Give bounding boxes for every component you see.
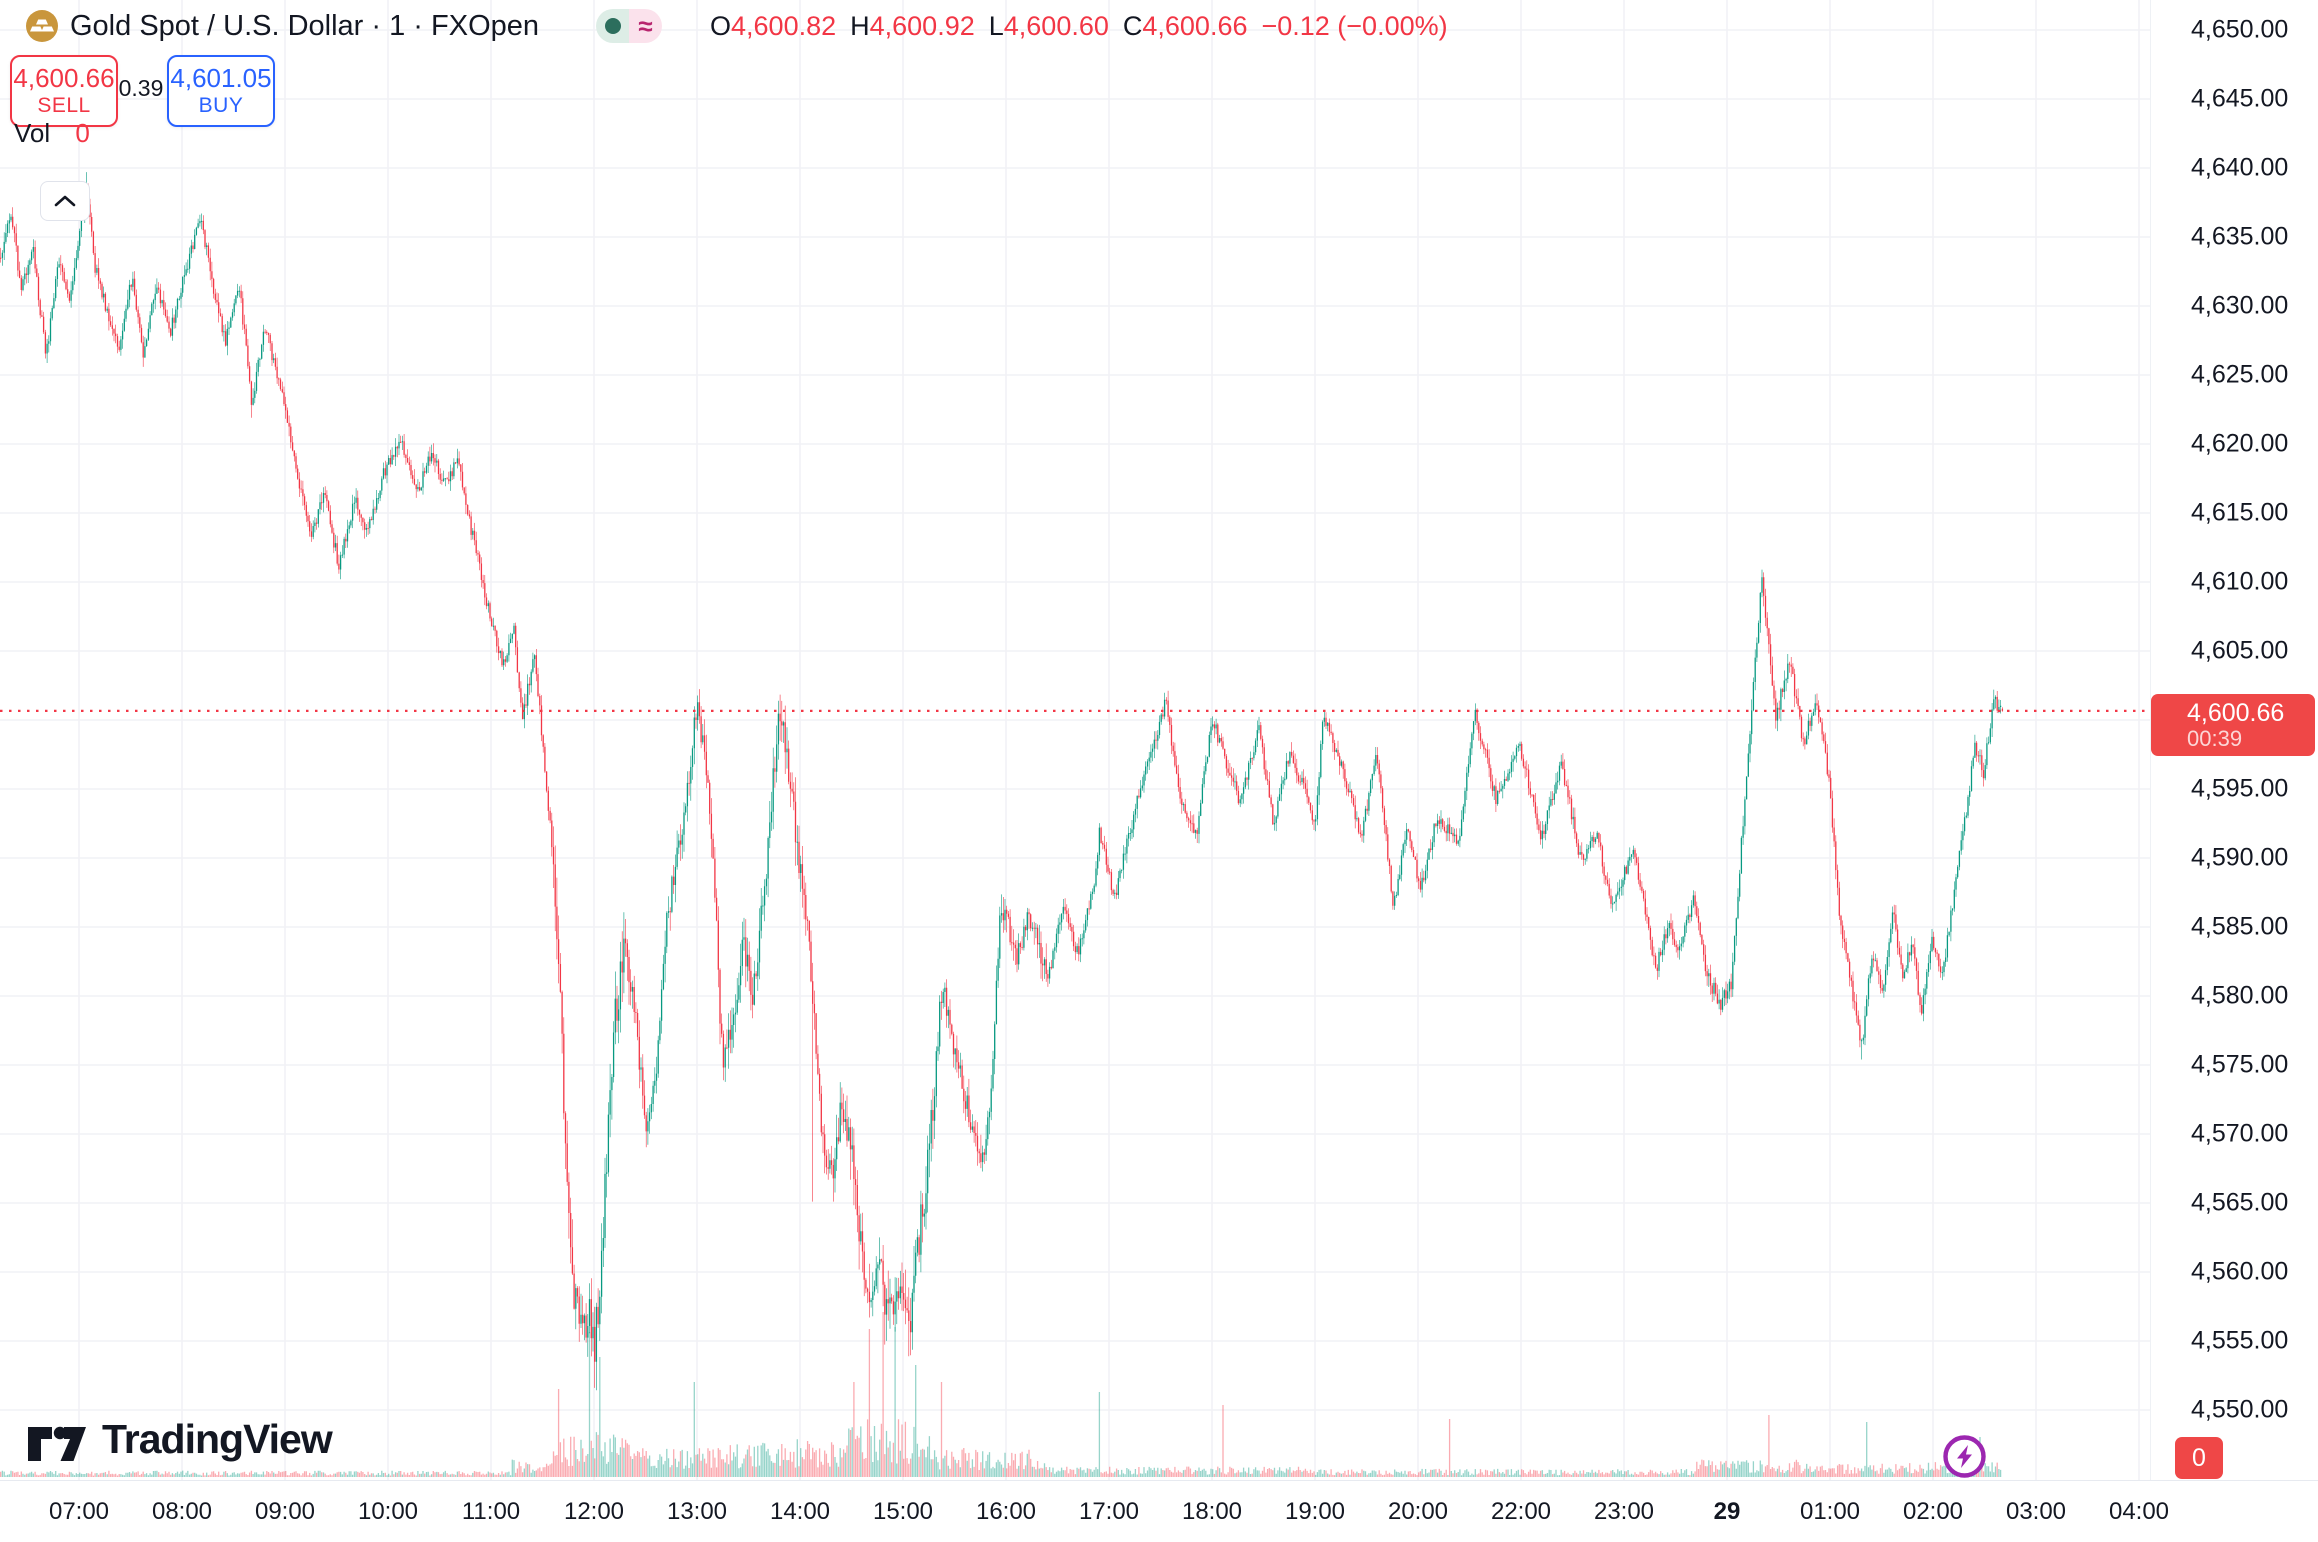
price-tick-label: 4,630.00: [2191, 291, 2289, 320]
buy-price: 4,601.05: [170, 63, 272, 93]
volume-legend-label: Vol: [14, 118, 51, 148]
chevron-up-icon: [54, 195, 76, 207]
buy-button[interactable]: 4,601.05 BUY: [167, 55, 275, 127]
time-tick-label: 09:00: [254, 1498, 316, 1525]
change-value: −0.12 (−0.00%): [1261, 11, 1448, 41]
time-tick-label: 18:00: [1181, 1498, 1243, 1525]
price-tick-label: 4,585.00: [2191, 912, 2289, 941]
price-tick-label: 4,575.00: [2191, 1050, 2289, 1079]
symbol-logo-gold-icon: [26, 10, 58, 42]
price-tick-label: 4,605.00: [2191, 636, 2289, 665]
time-tick-label: 17:00: [1078, 1498, 1140, 1525]
ohlc-readout: O 4,600.82 H 4,600.92 L 4,600.60 C 4,600.66 …: [710, 11, 1448, 42]
price-tick-label: 4,645.00: [2191, 84, 2289, 113]
price-tick-label: 4,650.00: [2191, 15, 2289, 44]
time-tick-label: 11:00: [461, 1498, 521, 1525]
volume-legend: Vol 0: [14, 118, 90, 149]
price-tick-label: 4,560.00: [2191, 1257, 2289, 1286]
current-price-value: 4,600.66: [2187, 698, 2285, 727]
price-tick-label: 4,590.00: [2191, 843, 2289, 872]
time-tick-label: 12:00: [563, 1498, 625, 1525]
price-tick-label: 4,550.00: [2191, 1395, 2289, 1424]
price-tick-label: 4,555.00: [2191, 1326, 2289, 1355]
price-tick-label: 4,615.00: [2191, 498, 2289, 527]
price-tick-label: 4,610.00: [2191, 567, 2289, 596]
collapse-legend-button[interactable]: [40, 181, 90, 221]
time-tick-label: 19:00: [1284, 1498, 1346, 1525]
bar-countdown: 00:39: [2187, 725, 2243, 751]
sell-price: 4,600.66: [13, 63, 115, 93]
price-tick-label: 4,625.00: [2191, 360, 2289, 389]
approx-data-icon[interactable]: ≈: [629, 9, 662, 43]
close-value: 4,600.66: [1142, 11, 1248, 41]
close-label: C: [1122, 11, 1143, 41]
time-tick-label: 03:00: [2005, 1498, 2067, 1525]
time-tick-label: 16:00: [975, 1498, 1037, 1525]
price-tick-label: 4,635.00: [2191, 222, 2289, 251]
spread-value: 0.39: [118, 75, 164, 101]
tradingview-logo[interactable]: TradingView: [26, 1416, 333, 1463]
price-tick-label: 4,620.00: [2191, 429, 2289, 458]
time-axis[interactable]: 07:00 08:00 09:00 10:00 11:00 12:00 13:00 14:00…: [0, 1480, 2318, 1542]
tradingview-mark-icon: [28, 1426, 86, 1461]
high-label: H: [850, 11, 870, 41]
sell-button[interactable]: 4,600.66 SELL: [10, 55, 118, 127]
time-tick-label: 01:00: [1799, 1498, 1861, 1525]
volume-series: [0, 1312, 2002, 1477]
price-tick-label: 4,580.00: [2191, 981, 2289, 1010]
time-tick-label: 29: [1713, 1498, 1741, 1525]
time-tick-label: 04:00: [2108, 1498, 2170, 1525]
time-tick-label: 15:00: [872, 1498, 934, 1525]
market-status-pill[interactable]: ≈: [596, 9, 662, 43]
time-tick-label: 20:00: [1387, 1498, 1449, 1525]
price-tick-label: 4,640.00: [2191, 153, 2289, 182]
price-tick-label: 4,570.00: [2191, 1119, 2289, 1148]
open-label: O: [710, 11, 732, 41]
time-tick-label: 07:00: [48, 1498, 110, 1525]
time-tick-label: 02:00: [1902, 1498, 1964, 1525]
time-tick-label: 22:00: [1490, 1498, 1552, 1525]
market-open-dot-icon[interactable]: [596, 9, 629, 43]
open-value: 4,600.82: [731, 11, 837, 41]
grid-lines: [0, 0, 2150, 1480]
time-tick-label: 08:00: [151, 1498, 213, 1525]
symbol-title[interactable]: Gold Spot / U.S. Dollar · 1 · FXOpen: [70, 10, 540, 42]
low-label: L: [988, 11, 1004, 41]
time-tick-label: 23:00: [1593, 1498, 1655, 1525]
buy-label: BUY: [198, 94, 244, 117]
candlestick-series: [0, 172, 2004, 1391]
price-tick-label: 4,565.00: [2191, 1188, 2289, 1217]
high-value: 4,600.92: [869, 11, 975, 41]
volume-legend-value: 0: [75, 118, 90, 148]
price-tick-label: 4,595.00: [2191, 774, 2289, 803]
current-price-label: 4,600.66 00:39: [2151, 693, 2315, 756]
time-tick-label: 10:00: [357, 1498, 419, 1525]
sell-label: SELL: [37, 94, 91, 117]
time-tick-label: 14:00: [769, 1498, 831, 1525]
time-tick-label: 13:00: [666, 1498, 728, 1525]
tradingview-logo-text: TradingView: [102, 1416, 333, 1462]
instant-trading-icon[interactable]: [1942, 1434, 1987, 1479]
low-value: 4,600.60: [1003, 11, 1109, 41]
volume-axis-badge: 0: [2175, 1437, 2223, 1479]
